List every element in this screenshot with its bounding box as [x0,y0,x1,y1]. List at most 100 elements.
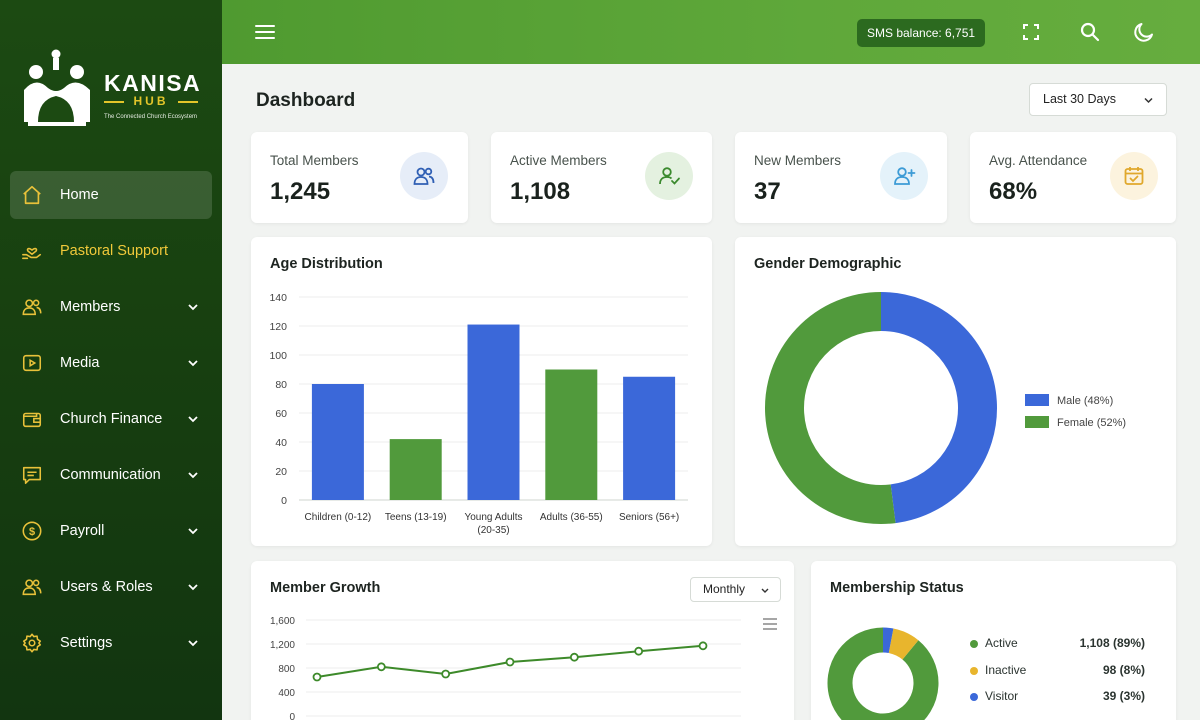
y-tick-label: 40 [275,437,287,449]
data-point [312,672,322,682]
fullscreen-icon[interactable] [1019,20,1043,44]
brand-sub: HUB [104,94,198,108]
legend-label: Visitor [985,689,1019,703]
search-icon[interactable] [1078,20,1102,44]
date-range-value: Last 30 Days [1043,92,1116,106]
hamburger-menu-icon[interactable] [254,22,276,42]
sidebar-item-communication[interactable]: Communication [10,451,212,499]
stat-value: 1,245 [270,178,331,205]
message-icon [20,463,44,487]
page-title: Dashboard [256,90,356,111]
user-check-icon [645,152,693,200]
home-icon [20,183,44,207]
x-tick-label: Adults (36-55) [540,512,603,523]
bar [311,384,364,500]
status-legend-visitor: Visitor 39 (3%) [970,689,1145,705]
legend-label: Female (52%) [1057,417,1126,429]
membership-status-card: Membership Status [811,561,1176,720]
growth-chart-title: Member Growth [270,580,381,596]
stat-value: 37 [754,178,781,205]
sidebar-item-church-finance[interactable]: Church Finance [10,395,212,443]
wallet-icon [20,407,44,431]
stat-card-total-members: Total Members 1,245 [251,132,468,223]
pie-slice [880,292,997,524]
legend-dot [970,667,978,675]
gender-demographic-chart: Male (48%) Female (52%) [765,292,1126,524]
x-tick-label: Children (0-12) [305,512,372,523]
y-tick-label: 0 [281,495,287,507]
x-tick-label: Young Adults [464,512,522,523]
stat-card-avg-attendance: Avg. Attendance 68% [970,132,1176,223]
brand-name: KANISA [104,70,202,96]
x-tick-label: Seniors (56+) [619,512,679,523]
y-tick-label: 60 [275,408,287,420]
stat-card-new-members: New Members 37 [735,132,947,223]
stat-label: Avg. Attendance [989,153,1088,168]
sidebar-item-pastoral-support[interactable]: Pastoral Support [10,227,212,275]
sidebar-item-label: Settings [60,635,113,651]
chevron-down-icon [1144,97,1153,104]
sidebar-item-payroll[interactable]: $ Payroll [10,507,212,555]
brand-tagline: The Connected Church Ecosystem [104,114,198,120]
legend-dot [970,693,978,701]
stat-card-active-members: Active Members 1,108 [491,132,712,223]
bar [389,439,442,500]
dark-mode-moon-icon[interactable] [1132,20,1156,44]
play-icon [20,351,44,375]
y-tick-label: 800 [278,664,295,675]
legend-label: Active [985,636,1018,650]
chart-menu-icon[interactable] [762,617,778,631]
y-tick-label: 1,200 [270,640,295,651]
status-legend-inactive: Inactive 98 (8%) [970,663,1145,679]
legend-value: 39 (3%) [1102,689,1145,703]
sidebar-item-label: Pastoral Support [60,243,169,259]
stat-label: New Members [754,153,842,168]
kanisa-logo-icon [24,49,90,126]
brand-logo[interactable]: KANISA HUB The Connected Church Ecosyste… [22,48,212,132]
growth-period-value: Monthly [703,582,746,596]
svg-text:$: $ [29,526,35,538]
data-point [505,657,515,667]
legend-value: 1,108 (89%) [1079,636,1145,650]
sidebar-item-media[interactable]: Media [10,339,212,387]
y-tick-label: 80 [275,379,287,391]
users-icon [20,295,44,319]
calendar-check-icon [1110,152,1158,200]
sidebar-item-label: Members [60,299,121,315]
date-range-select[interactable]: Last 30 Days [1029,83,1167,116]
age-distribution-chart: 0 20 40 60 80 100 120 140 Children (0-12) Teens (… [269,292,688,536]
data-point [376,662,386,672]
legend-swatch [1025,394,1049,406]
y-tick-label: 100 [269,350,287,362]
gender-demographic-card: Gender Demographic Male (48%) Female (52%… [735,237,1176,546]
status-legend-active: Active 1,108 (89%) [970,636,1145,652]
stat-value: 68% [989,178,1038,205]
sidebar-item-users-roles[interactable]: Users & Roles [10,563,212,611]
sidebar-item-members[interactable]: Members [10,283,212,331]
y-tick-label: 0 [289,712,295,720]
sidebar-item-settings[interactable]: Settings [10,619,212,667]
sidebar-item-home[interactable]: Home [10,171,212,219]
growth-period-select[interactable]: Monthly [690,577,781,602]
pie-slice [882,627,894,654]
hand-heart-icon [20,239,44,263]
bar [545,369,598,500]
member-growth-chart: 0 400 800 1,200 1,600 [270,616,741,720]
dollar-icon: $ [20,519,44,543]
chevron-down-icon [188,416,198,423]
chevron-down-icon [188,640,198,647]
x-tick-label: (20-35) [477,525,509,536]
chevron-down-icon [188,472,198,479]
gender-chart-title: Gender Demographic [754,256,902,272]
stat-value: 1,108 [510,178,571,205]
sidebar-item-label: Users & Roles [60,579,153,595]
topbar: SMS balance: 6,751 [222,0,1200,64]
stat-label: Active Members [510,153,607,168]
chevron-down-icon [188,304,198,311]
pie-slice [827,627,939,720]
stat-label: Total Members [270,153,359,168]
bar [467,324,520,500]
sidebar: KANISA HUB The Connected Church Ecosyste… [0,0,222,720]
data-point [441,669,451,679]
y-tick-label: 1,600 [270,616,295,627]
